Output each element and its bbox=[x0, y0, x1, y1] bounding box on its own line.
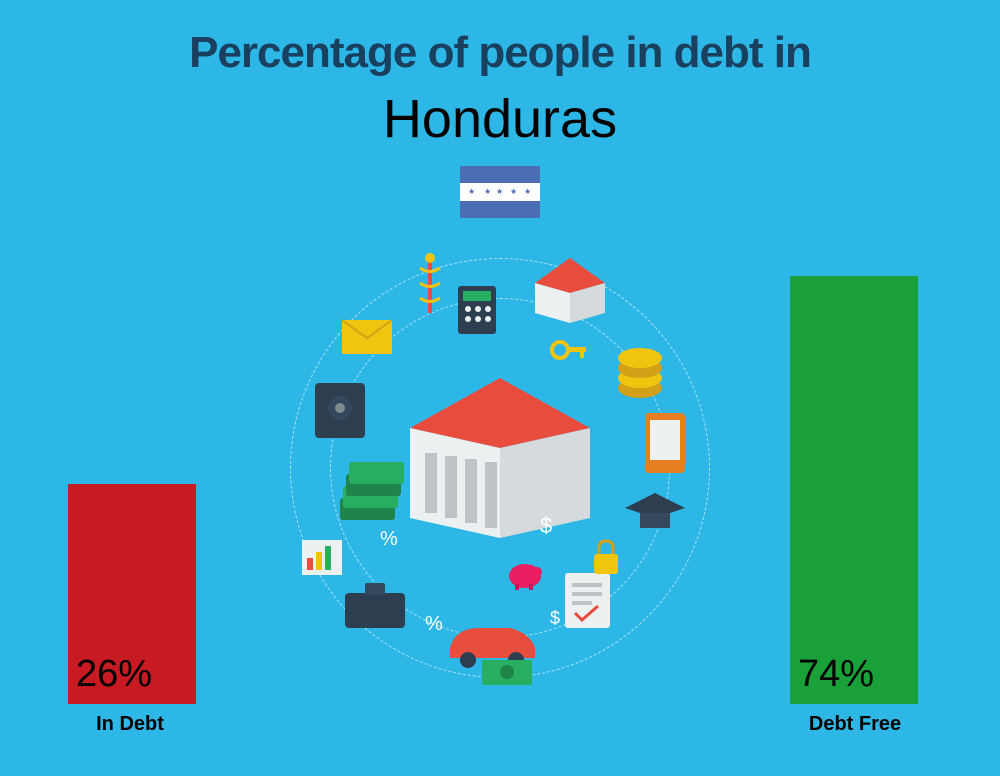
title-line2: Honduras bbox=[0, 88, 1000, 150]
safe-icon bbox=[310, 378, 370, 443]
bar-label-in-debt: In Debt bbox=[30, 713, 230, 736]
caduceus-icon bbox=[410, 253, 450, 323]
envelope-icon bbox=[340, 318, 395, 358]
title-line1: Percentage of people in debt in bbox=[0, 28, 1000, 78]
bar-value-in-debt: 26% bbox=[76, 653, 152, 696]
piggy-bank-icon bbox=[505, 558, 545, 593]
briefcase-icon bbox=[340, 578, 410, 633]
bar-value-debt-free: 74% bbox=[798, 653, 874, 696]
calculator-icon bbox=[455, 283, 500, 338]
bar-in-debt: 26% bbox=[68, 484, 196, 704]
key-icon bbox=[550, 338, 590, 363]
coins-icon bbox=[610, 333, 670, 403]
finance-illustration: % % $ $ bbox=[280, 248, 720, 688]
bank-icon bbox=[400, 378, 600, 558]
lock-icon bbox=[590, 538, 622, 578]
bar-debt-free: 74% bbox=[790, 276, 918, 704]
house-icon bbox=[530, 258, 610, 328]
bill-icon bbox=[480, 658, 535, 688]
cash-stack-icon bbox=[335, 458, 405, 528]
phone-icon bbox=[640, 408, 690, 478]
honduras-flag-icon: ★ ★ ★ ★ ★ bbox=[460, 166, 540, 218]
bar-label-debt-free: Debt Free bbox=[755, 713, 955, 736]
graduation-cap-icon bbox=[620, 488, 690, 538]
chart-icon bbox=[300, 538, 345, 578]
